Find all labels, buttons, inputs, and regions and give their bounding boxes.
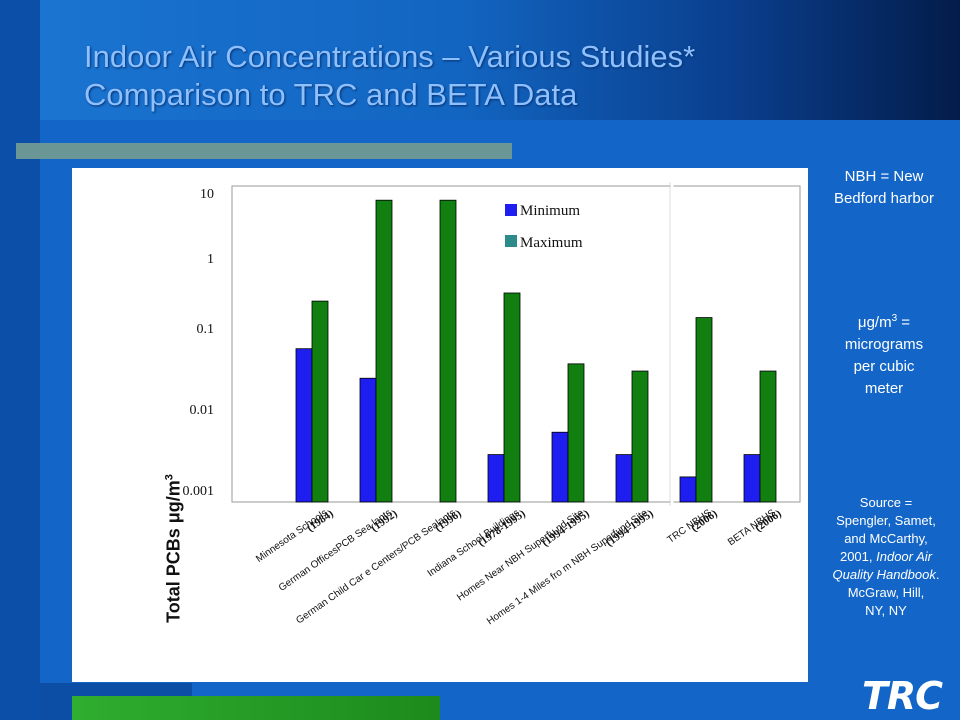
y-axis-label: Total PCBs μg/m3 xyxy=(164,379,185,719)
source-line1: Source = xyxy=(859,495,913,510)
title-band xyxy=(40,0,960,120)
nbh-note-line2: Bedford harbor xyxy=(833,190,935,207)
x-category-year: (1978-1995) xyxy=(476,507,528,549)
source-line2: Spengler, Samet, xyxy=(836,513,936,528)
chart-panel: 10 1 0.1 0.01 0.001 Minnesota Schools (1984) Ge… xyxy=(72,168,808,682)
unit-note-line2: micrograms xyxy=(844,336,924,353)
nbh-note: NBH = New Bedford harbor xyxy=(812,166,956,210)
background-left-bar xyxy=(0,0,40,720)
source-line5: Quality Handbook. xyxy=(812,566,960,584)
unit-note-line4: meter xyxy=(864,380,904,397)
legend-swatch-minimum xyxy=(505,204,517,216)
source-line5-italic: Quality Handbook xyxy=(832,567,936,582)
legend-box xyxy=(496,190,624,258)
bar-minimum xyxy=(359,377,377,503)
bar-maximum xyxy=(695,317,713,503)
bar-minimum xyxy=(295,348,313,503)
bottom-green-bar xyxy=(72,696,440,720)
y-axis-label-unit: μg/m xyxy=(163,480,184,524)
legend-label-maximum: Maximum xyxy=(520,235,583,251)
y-axis-label-sup: 3 xyxy=(163,474,176,481)
unit-note-line1: μg/m3 = xyxy=(812,308,956,334)
source-line4: 2001, Indoor Air xyxy=(812,548,960,566)
unit-note-line3: per cubic xyxy=(853,358,915,375)
y-tick-label: 0.01 xyxy=(190,403,215,418)
y-tick-label: 10 xyxy=(200,187,214,202)
accent-stripe xyxy=(16,143,512,159)
bar-minimum xyxy=(615,454,633,503)
legend-label-minimum: Minimum xyxy=(520,203,580,219)
x-category-year: (1994-1995) xyxy=(604,507,656,549)
source-line6: McGraw, Hill, xyxy=(847,585,925,600)
source-line3: and McCarthy, xyxy=(844,531,928,546)
bar-minimum xyxy=(487,454,505,503)
y-tick-label: 0.1 xyxy=(197,322,215,337)
bar-minimum xyxy=(743,454,761,503)
legend-swatch-maximum xyxy=(505,235,517,247)
unit-sup: 3 xyxy=(891,313,898,324)
bar-maximum xyxy=(631,370,649,503)
unit-equals: = xyxy=(897,314,911,331)
bar-maximum xyxy=(567,363,585,503)
y-tick-label: 0.001 xyxy=(183,484,215,499)
y-axis-label-text: Total PCBs xyxy=(163,523,184,623)
bar-maximum xyxy=(375,199,393,503)
unit-note: μg/m3 = micrograms per cubic meter xyxy=(812,308,956,400)
source-line5-plain: . xyxy=(935,567,940,582)
title-line-1: Indoor Air Concentrations – Various Stud… xyxy=(84,39,696,74)
nbh-note-line1: NBH = New xyxy=(844,168,924,185)
bar-maximum xyxy=(503,292,521,503)
x-category-year: (1994-1995) xyxy=(540,507,592,549)
y-tick-label: 1 xyxy=(207,252,214,267)
unit-symbol: μg/m xyxy=(857,314,892,331)
source-line4-plain: 2001, xyxy=(839,549,877,564)
source-line4-italic: Indoor Air xyxy=(876,549,933,564)
bar-maximum xyxy=(759,370,777,503)
bar-maximum xyxy=(439,199,457,503)
source-note: Source = Spengler, Samet, and McCarthy, … xyxy=(812,494,960,620)
bar-maximum xyxy=(311,300,329,503)
bar-minimum xyxy=(551,431,569,503)
slide-title: Indoor Air Concentrations – Various Stud… xyxy=(84,38,695,114)
source-line7: NY, NY xyxy=(865,603,907,618)
title-line-2: Comparison to TRC and BETA Data xyxy=(84,77,578,112)
bar-minimum xyxy=(679,476,697,503)
trc-logo: TRC xyxy=(862,674,943,718)
